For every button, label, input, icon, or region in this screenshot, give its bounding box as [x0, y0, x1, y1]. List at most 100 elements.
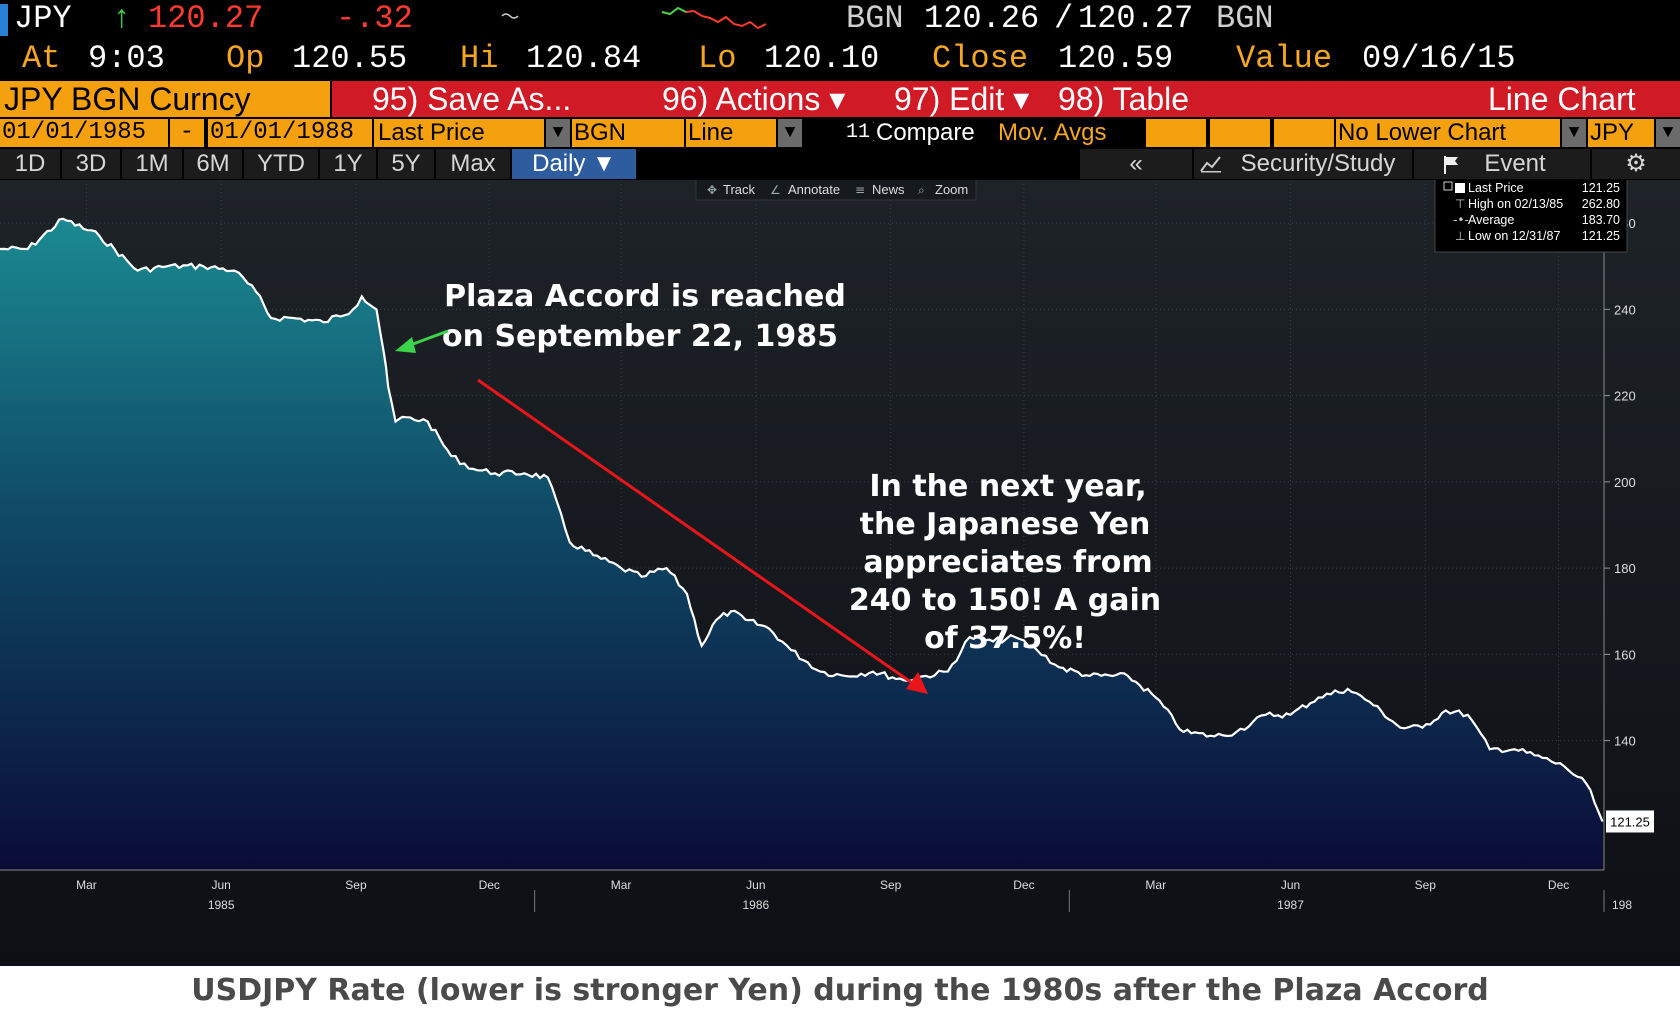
x-tick-label: Sep	[1415, 878, 1437, 892]
style-select[interactable]: Line	[686, 119, 776, 147]
save-as-button[interactable]: 95) Save As...	[372, 81, 612, 117]
frequency-daily[interactable]: Daily ▼	[512, 149, 636, 179]
settings-button[interactable]: ⚙	[1592, 149, 1680, 179]
y-tick-label: 140	[1614, 734, 1636, 749]
security-field[interactable]: JPY BGN Curncy	[0, 81, 330, 117]
price-chart[interactable]: 140160180200220240260MarJunSepDecMarJunS…	[0, 180, 1680, 966]
average-marker-icon: -•-	[1453, 213, 1469, 227]
compare-number: 11)	[846, 121, 874, 144]
period-3d[interactable]: 3D	[62, 149, 120, 179]
period-1m[interactable]: 1M	[122, 149, 182, 179]
field-select[interactable]: Last Price	[374, 119, 544, 147]
x-tick-label: Sep	[345, 878, 367, 892]
x-tick-label: Dec	[479, 878, 500, 892]
compare-button[interactable]: Compare	[876, 119, 975, 146]
period-5y[interactable]: 5Y	[378, 149, 434, 179]
annotate-button[interactable]: Annotate	[788, 182, 840, 197]
period-max[interactable]: Max	[436, 149, 510, 179]
chart-toolbar: ✥ Track ∠ Annotate ≡ News ⌕ Zoom	[695, 180, 977, 201]
legend-value-low: 121.25	[1582, 229, 1620, 243]
lower-chart-select[interactable]: No Lower Chart	[1336, 119, 1560, 147]
bid-ask-separator: /	[1054, 0, 1074, 37]
menu-bar: JPY BGN Curncy 95) Save As... 96) Action…	[0, 80, 1680, 118]
track-icon: ✥	[707, 183, 717, 197]
flag-icon	[1444, 156, 1458, 174]
annotation-gain: In the next year, the Japanese Yen appre…	[849, 469, 1161, 656]
currency-dropdown-icon[interactable]: ▼	[1656, 119, 1680, 147]
time-value: 9:03	[88, 40, 165, 77]
gain-text-line-5: of 37.5%!	[924, 621, 1086, 656]
x-year-label: 1986	[743, 898, 770, 912]
end-date-input[interactable]: 01/01/1988	[208, 119, 372, 147]
actions-menu[interactable]: 96) Actions ▾	[662, 81, 862, 117]
table-button[interactable]: 98) Table	[1058, 81, 1208, 117]
edit-menu[interactable]: 97) Edit ▾	[894, 81, 1034, 117]
legend-collapse-icon[interactable]	[1443, 181, 1453, 191]
security-study-label: Security/Study	[1240, 150, 1396, 177]
open-label: Op	[226, 40, 265, 77]
slot-2[interactable]	[1210, 119, 1270, 147]
study-icon	[1200, 156, 1221, 173]
period-1d[interactable]: 1D	[0, 149, 60, 179]
chart-type-label: Line Chart	[1488, 81, 1678, 117]
slot-1[interactable]	[1146, 119, 1206, 147]
news-button[interactable]: News	[872, 182, 905, 197]
period-6m[interactable]: 6M	[184, 149, 242, 179]
security-study-button[interactable]: Security/Study	[1194, 149, 1412, 179]
annotation-plaza: Plaza Accord is reached on September 22,…	[395, 279, 846, 354]
currency-select[interactable]: JPY	[1588, 119, 1654, 147]
bid-price: 120.26	[924, 0, 1040, 37]
x-tick-label: Mar	[611, 878, 632, 892]
ask-price: 120.27	[1078, 0, 1194, 37]
lower-chart-dropdown-icon[interactable]: ▼	[1562, 119, 1586, 147]
plaza-text-line-1: Plaza Accord is reached	[444, 279, 846, 314]
period-ytd[interactable]: YTD	[244, 149, 318, 179]
legend-value-average: 183.70	[1582, 213, 1620, 227]
ask-source: BGN	[1216, 0, 1274, 37]
price-line	[0, 217, 1604, 822]
annotation-red-arrow	[477, 378, 928, 694]
high-label: Hi	[460, 40, 499, 77]
x-tick-label: Jun	[212, 878, 231, 892]
source-select[interactable]: BGN	[572, 119, 684, 147]
start-date-input[interactable]: 01/01/1985	[0, 119, 168, 147]
gain-text-line-3: appreciates from	[863, 545, 1152, 580]
net-change: -.32	[336, 0, 413, 37]
sparkline	[661, 6, 767, 30]
zoom-button[interactable]: Zoom	[935, 182, 968, 197]
annotate-icon: ∠	[770, 183, 781, 197]
last-value-tag	[1606, 810, 1654, 833]
news-icon: ≡	[855, 183, 865, 197]
gain-text-line-2: the Japanese Yen	[860, 507, 1151, 542]
x-tick-label: Jun	[1281, 878, 1300, 892]
red-arrow-shaft	[477, 378, 916, 687]
red-arrow-head	[906, 672, 928, 694]
x-tick-label: Mar	[76, 878, 97, 892]
slot-3[interactable]	[1274, 119, 1334, 147]
chart-caption: USDJPY Rate (lower is stronger Yen) duri…	[191, 973, 1489, 1008]
ticker-marker	[0, 4, 8, 36]
mov-avgs-button[interactable]: Mov. Avgs	[998, 119, 1142, 147]
field-dropdown-icon[interactable]: ▼	[546, 119, 570, 147]
bloomberg-terminal: JPY ↑ 120.27 -.32 BGN 120.26 / 120.27 BG…	[0, 0, 1680, 966]
collapse-button[interactable]: «	[1080, 149, 1192, 179]
period-1y[interactable]: 1Y	[320, 149, 376, 179]
legend-box	[1434, 180, 1628, 253]
event-button[interactable]: Event	[1414, 149, 1590, 179]
style-dropdown-icon[interactable]: ▼	[778, 119, 802, 147]
chart-toolbar-bg	[695, 180, 977, 201]
x-year-label: 1987	[1277, 898, 1304, 912]
y-tick-label: 240	[1614, 302, 1636, 317]
close-value: 120.59	[1058, 40, 1174, 77]
track-button[interactable]: Track	[723, 182, 756, 197]
bid-source: BGN	[846, 0, 904, 37]
price-area	[0, 218, 1603, 871]
low-value: 120.10	[764, 40, 880, 77]
ohlc-row: At 9:03 Op 120.55 Hi 120.84 Lo 120.10 Cl…	[0, 40, 1680, 78]
gain-text-line-4: 240 to 150! A gain	[849, 583, 1161, 618]
value-label: Value	[1236, 40, 1333, 77]
plaza-text-line-2: on September 22, 1985	[442, 319, 838, 354]
legend-label-average: Average	[1468, 213, 1514, 227]
zoom-icon: ⌕	[918, 183, 925, 197]
period-bar: 1D 3D 1M 6M YTD 1Y 5Y Max Daily ▼ « Secu…	[0, 149, 1680, 180]
